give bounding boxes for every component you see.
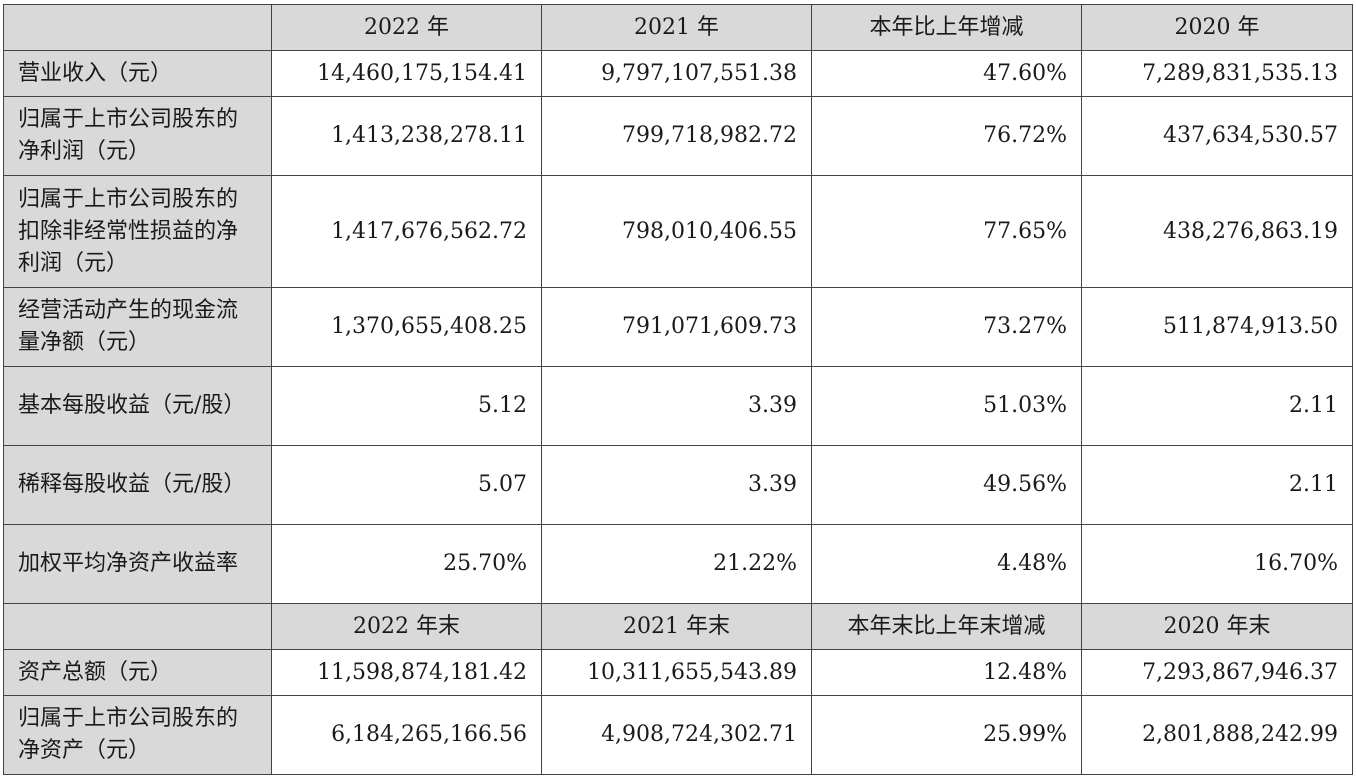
header-2021: 2021 年 xyxy=(541,4,812,51)
header-yoy-end-change: 本年末比上年末增减 xyxy=(811,603,1082,650)
row-label: 归属于上市公司股东的扣除非经常性损益的净利润（元） xyxy=(3,175,272,288)
header-2022: 2022 年 xyxy=(271,4,542,51)
header-yoy-change: 本年比上年增减 xyxy=(811,4,1082,51)
cell-value: 6,184,265,166.56 xyxy=(271,695,542,775)
cell-value: 16.70% xyxy=(1081,524,1353,604)
cell-value: 3.39 xyxy=(541,366,812,446)
row-label: 加权平均净资产收益率 xyxy=(3,524,272,604)
cell-value: 14,460,175,154.41 xyxy=(271,50,542,97)
cell-value: 21.22% xyxy=(541,524,812,604)
cell-value: 11,598,874,181.42 xyxy=(271,649,542,696)
row-label: 经营活动产生的现金流量净额（元） xyxy=(3,287,272,367)
header-2021-end: 2021 年末 xyxy=(541,603,812,650)
table-row: 归属于上市公司股东的扣除非经常性损益的净利润（元） 1,417,676,562.… xyxy=(3,175,1353,288)
cell-value: 76.72% xyxy=(811,96,1082,176)
header-corner xyxy=(3,603,272,650)
cell-value: 25.99% xyxy=(811,695,1082,775)
cell-value: 51.03% xyxy=(811,366,1082,446)
header-2022-end: 2022 年末 xyxy=(271,603,542,650)
cell-value: 12.48% xyxy=(811,649,1082,696)
cell-value: 798,010,406.55 xyxy=(541,175,812,288)
table-row: 加权平均净资产收益率 25.70% 21.22% 4.48% 16.70% xyxy=(3,524,1353,604)
table-row: 稀释每股收益（元/股） 5.07 3.39 49.56% 2.11 xyxy=(3,445,1353,525)
cell-value: 1,417,676,562.72 xyxy=(271,175,542,288)
cell-value: 3.39 xyxy=(541,445,812,525)
row-label: 营业收入（元） xyxy=(3,50,272,97)
cell-value: 511,874,913.50 xyxy=(1081,287,1353,367)
cell-value: 49.56% xyxy=(811,445,1082,525)
cell-value: 77.65% xyxy=(811,175,1082,288)
cell-value: 1,370,655,408.25 xyxy=(271,287,542,367)
cell-value: 25.70% xyxy=(271,524,542,604)
financial-summary-table: 2022 年 2021 年 本年比上年增减 2020 年 营业收入（元） 14,… xyxy=(3,4,1353,775)
cell-value: 7,293,867,946.37 xyxy=(1081,649,1353,696)
cell-value: 2.11 xyxy=(1081,366,1353,446)
table-row: 营业收入（元） 14,460,175,154.41 9,797,107,551.… xyxy=(3,50,1353,97)
table-row: 基本每股收益（元/股） 5.12 3.39 51.03% 2.11 xyxy=(3,366,1353,446)
row-label: 稀释每股收益（元/股） xyxy=(3,445,272,525)
row-label: 归属于上市公司股东的净资产（元） xyxy=(3,695,272,775)
table-row: 资产总额（元） 11,598,874,181.42 10,311,655,543… xyxy=(3,649,1353,696)
cell-value: 1,413,238,278.11 xyxy=(271,96,542,176)
header-2020: 2020 年 xyxy=(1081,4,1353,51)
header-row-year-end: 2022 年末 2021 年末 本年末比上年末增减 2020 年末 xyxy=(3,603,1353,650)
cell-value: 799,718,982.72 xyxy=(541,96,812,176)
cell-value: 47.60% xyxy=(811,50,1082,97)
cell-value: 2.11 xyxy=(1081,445,1353,525)
table-row: 经营活动产生的现金流量净额（元） 1,370,655,408.25 791,07… xyxy=(3,287,1353,367)
row-label: 基本每股收益（元/股） xyxy=(3,366,272,446)
cell-value: 9,797,107,551.38 xyxy=(541,50,812,97)
table-row: 归属于上市公司股东的净利润（元） 1,413,238,278.11 799,71… xyxy=(3,96,1353,176)
header-corner xyxy=(3,4,272,51)
header-2020-end: 2020 年末 xyxy=(1081,603,1353,650)
cell-value: 438,276,863.19 xyxy=(1081,175,1353,288)
header-row-annual: 2022 年 2021 年 本年比上年增减 2020 年 xyxy=(3,4,1353,51)
cell-value: 5.12 xyxy=(271,366,542,446)
row-label: 资产总额（元） xyxy=(3,649,272,696)
row-label: 归属于上市公司股东的净利润（元） xyxy=(3,96,272,176)
cell-value: 4.48% xyxy=(811,524,1082,604)
cell-value: 10,311,655,543.89 xyxy=(541,649,812,696)
cell-value: 73.27% xyxy=(811,287,1082,367)
cell-value: 4,908,724,302.71 xyxy=(541,695,812,775)
cell-value: 5.07 xyxy=(271,445,542,525)
cell-value: 7,289,831,535.13 xyxy=(1081,50,1353,97)
cell-value: 2,801,888,242.99 xyxy=(1081,695,1353,775)
cell-value: 791,071,609.73 xyxy=(541,287,812,367)
cell-value: 437,634,530.57 xyxy=(1081,96,1353,176)
table-row: 归属于上市公司股东的净资产（元） 6,184,265,166.56 4,908,… xyxy=(3,695,1353,775)
